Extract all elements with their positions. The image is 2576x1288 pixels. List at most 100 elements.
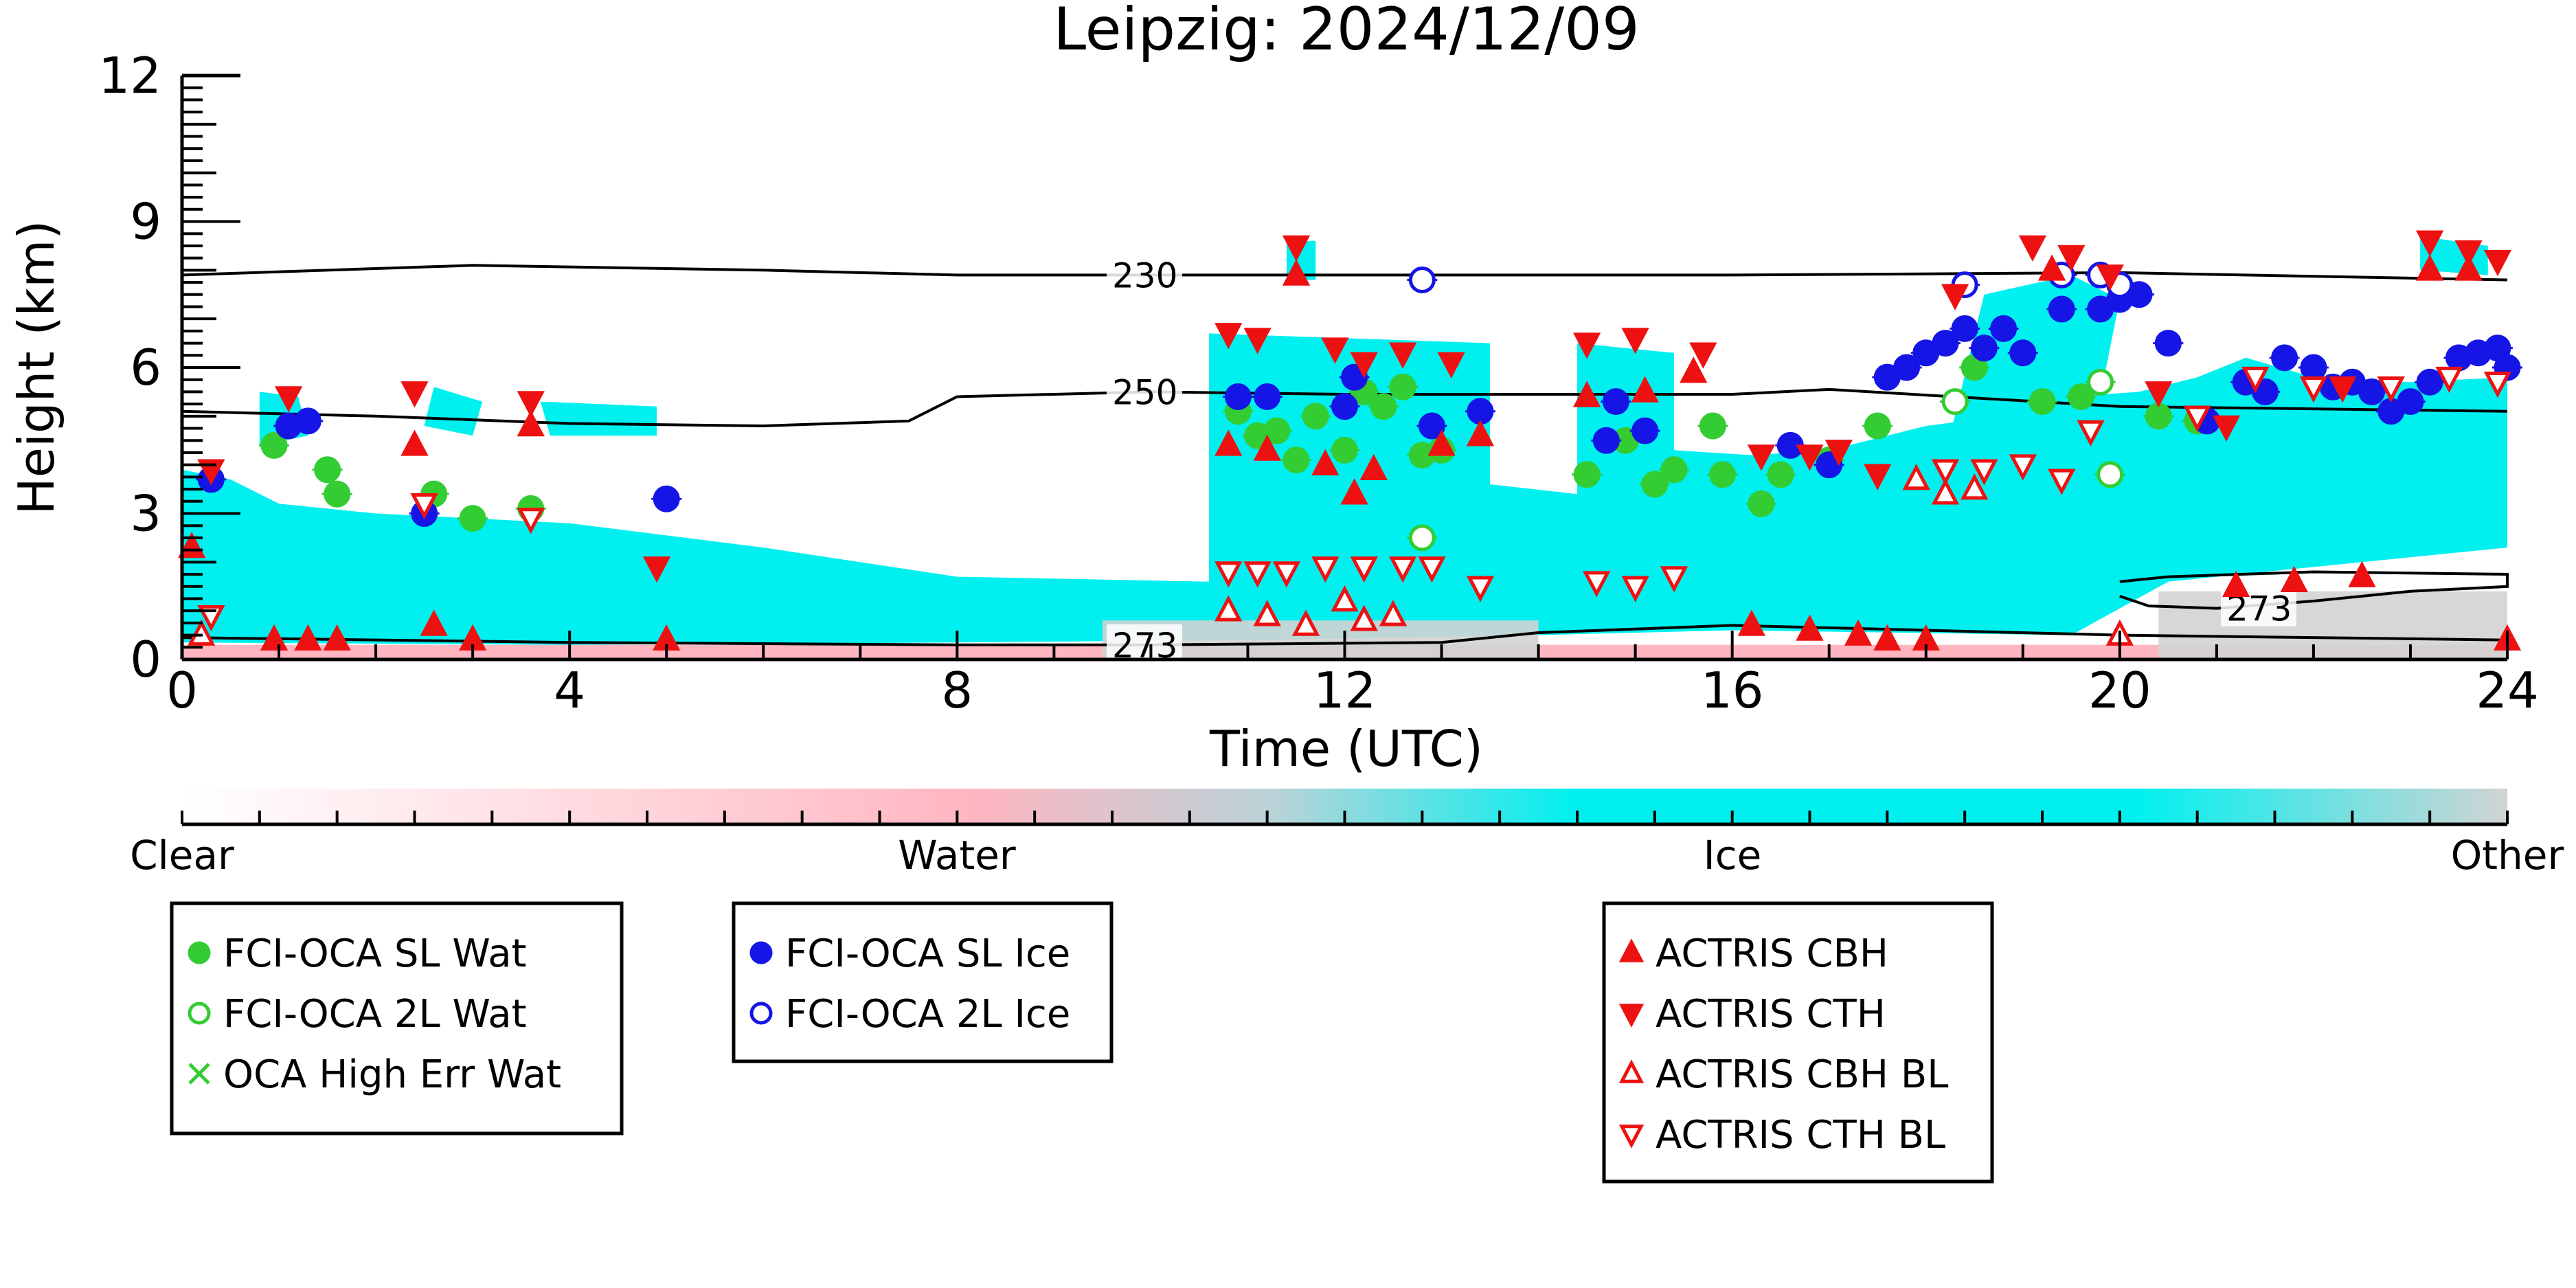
point-6-24 (2212, 415, 2241, 442)
y-tick-label-2: 6 (130, 339, 161, 396)
legend-label-1-0: FCI-OCA SL Ice (785, 931, 1070, 976)
point-5-21 (1796, 614, 1824, 641)
point-6-1 (275, 386, 303, 413)
point-6-7 (1282, 235, 1311, 262)
point-0-30 (2145, 403, 2172, 430)
point-0-21 (1699, 412, 1726, 440)
legend-marker-2-3 (1618, 1125, 1645, 1149)
ice-region-1 (1945, 275, 2120, 455)
legend-item-0-2: OCA High Err Wat (188, 1052, 561, 1097)
point-3-12 (1602, 388, 1629, 416)
point-0-9 (1283, 447, 1310, 474)
y-tick-label-1: 3 (130, 485, 161, 543)
point-5-4 (400, 429, 429, 456)
point-6-28 (2483, 249, 2512, 277)
y-tick-label-4: 12 (98, 47, 161, 104)
point-3-20 (1951, 315, 1978, 342)
point-7-7 (1902, 463, 1930, 490)
point-5-23 (1873, 624, 1901, 651)
x-axis-label: Time (UTC) (1209, 720, 1483, 778)
point-6-4 (642, 556, 671, 583)
legend-item-1-0: FCI-OCA SL Ice (749, 931, 1070, 976)
point-0-0 (260, 431, 288, 459)
point-5-20 (1737, 609, 1766, 636)
colorbar-label-clear: Clear (130, 832, 234, 879)
isotherm-273-3 (2119, 570, 2509, 610)
point-0-19 (1641, 471, 1669, 498)
point-0-23 (1748, 490, 1775, 517)
point-8-8 (1388, 556, 1417, 583)
legend-frame-0 (170, 901, 624, 1136)
point-5-12 (1311, 449, 1340, 475)
point-5-27 (2280, 565, 2308, 592)
point-1-0 (1408, 524, 1436, 552)
point-6-17 (1824, 440, 1853, 466)
point-3-7 (1331, 393, 1358, 420)
legend-label-2-0: ACTRIS CBH (1656, 931, 1888, 976)
point-6-22 (2096, 264, 2124, 291)
point-8-3 (1214, 561, 1243, 588)
point-5-9 (1214, 429, 1243, 456)
point-6-3 (517, 391, 545, 418)
x-tick-label-1: 4 (554, 662, 585, 719)
point-0-28 (2029, 388, 2056, 416)
point-5-10 (1253, 434, 1281, 461)
legend-item-0-1: FCI-OCA 2L Wat (188, 992, 527, 1037)
legend-label-0-1: FCI-OCA 2L Wat (223, 992, 527, 1037)
point-6-13 (1621, 328, 1649, 354)
point-0-11 (1331, 436, 1358, 464)
point-5-5 (420, 609, 448, 636)
legend-marker-0-0 (188, 941, 211, 964)
colorbar-label-ice: Ice (1704, 832, 1762, 879)
point-3-9 (1418, 412, 1445, 440)
point-3-28 (2154, 330, 2182, 357)
point-3-5 (1224, 383, 1252, 410)
series-5 (177, 254, 2522, 651)
point-6-26 (2416, 230, 2444, 257)
ice-region-4 (540, 401, 657, 436)
legend-item-2-3: ACTRIS CTH BL (1618, 1113, 1945, 1157)
point-7-3 (1291, 609, 1320, 636)
point-5-22 (1844, 619, 1873, 646)
point-5-13 (1340, 478, 1368, 505)
point-5-14 (1359, 453, 1388, 481)
point-1-3 (2097, 461, 2124, 488)
series-6 (197, 230, 2512, 583)
point-8-12 (1621, 576, 1649, 602)
point-1-1 (1941, 388, 1969, 416)
legend-item-2-1: ACTRIS CTH (1618, 992, 1886, 1037)
point-3-17 (1893, 354, 1921, 381)
point-3-15 (1816, 451, 1843, 479)
point-5-16 (1466, 420, 1495, 447)
point-0-20 (1660, 456, 1688, 484)
point-3-38 (2397, 388, 2424, 416)
point-8-11 (1583, 571, 1611, 598)
point-7-4 (1331, 585, 1359, 612)
point-8-23 (2435, 366, 2463, 394)
x-tick-label-4: 16 (1701, 662, 1764, 719)
legend-marker-1-1 (749, 1002, 773, 1025)
point-6-16 (1796, 444, 1824, 471)
isotherm-label-bg-0 (1107, 254, 1182, 293)
point-5-2 (294, 624, 322, 651)
point-3-4 (653, 485, 680, 512)
legend-label-0-2: OCA High Err Wat (223, 1052, 561, 1097)
point-4-0 (1408, 267, 1436, 293)
point-3-24 (2048, 295, 2075, 323)
other-region-0 (1102, 620, 1539, 659)
isotherm-230-0 (181, 264, 2508, 282)
legend-item-1-1: FCI-OCA 2L Ice (749, 992, 1070, 1037)
legend-label-2-1: ACTRIS CTH (1656, 992, 1886, 1037)
point-3-19 (1932, 330, 1959, 357)
ice-region-0 (182, 333, 2507, 645)
point-7-5 (1350, 605, 1378, 631)
point-6-9 (1350, 352, 1378, 379)
isotherm-250-1 (181, 387, 2508, 428)
other-region-1 (2158, 591, 2507, 659)
point-5-17 (1572, 381, 1601, 407)
legend-frame-2 (1602, 901, 1994, 1184)
ice-region-3 (424, 387, 483, 436)
point-1-2 (2087, 368, 2114, 396)
